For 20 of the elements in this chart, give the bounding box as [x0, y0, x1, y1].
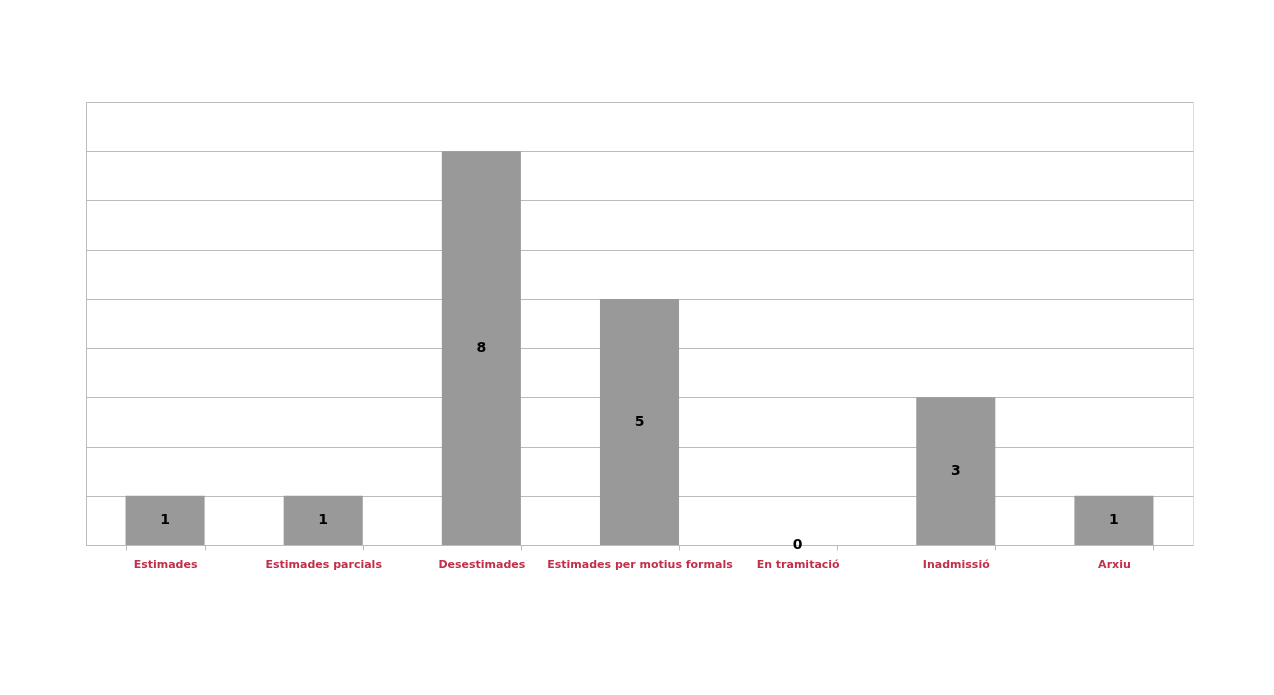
data-label: 1	[1109, 511, 1119, 528]
data-label: 1	[318, 511, 329, 528]
bar	[599, 298, 680, 545]
x-tick-label: Inadmissió	[922, 557, 991, 571]
x-tick-label: Estimades per motius formals	[547, 557, 734, 571]
x-tick-label: En tramitació	[756, 557, 841, 571]
bar	[441, 151, 521, 545]
data-label: 3	[950, 462, 961, 479]
x-tick-label: Estimades	[133, 557, 198, 571]
data-label: 1	[160, 511, 170, 528]
bar	[283, 495, 363, 545]
x-tick-label: Arxiu	[1098, 557, 1131, 571]
data-label: 5	[634, 412, 645, 429]
bar	[916, 397, 996, 545]
x-tick-label: Estimades parcials	[265, 557, 383, 571]
bar	[1074, 495, 1154, 545]
data-label: 8	[476, 339, 487, 356]
data-label: 0	[792, 536, 803, 552]
bar	[125, 495, 205, 545]
x-tick-label: Desestimades	[438, 557, 526, 571]
